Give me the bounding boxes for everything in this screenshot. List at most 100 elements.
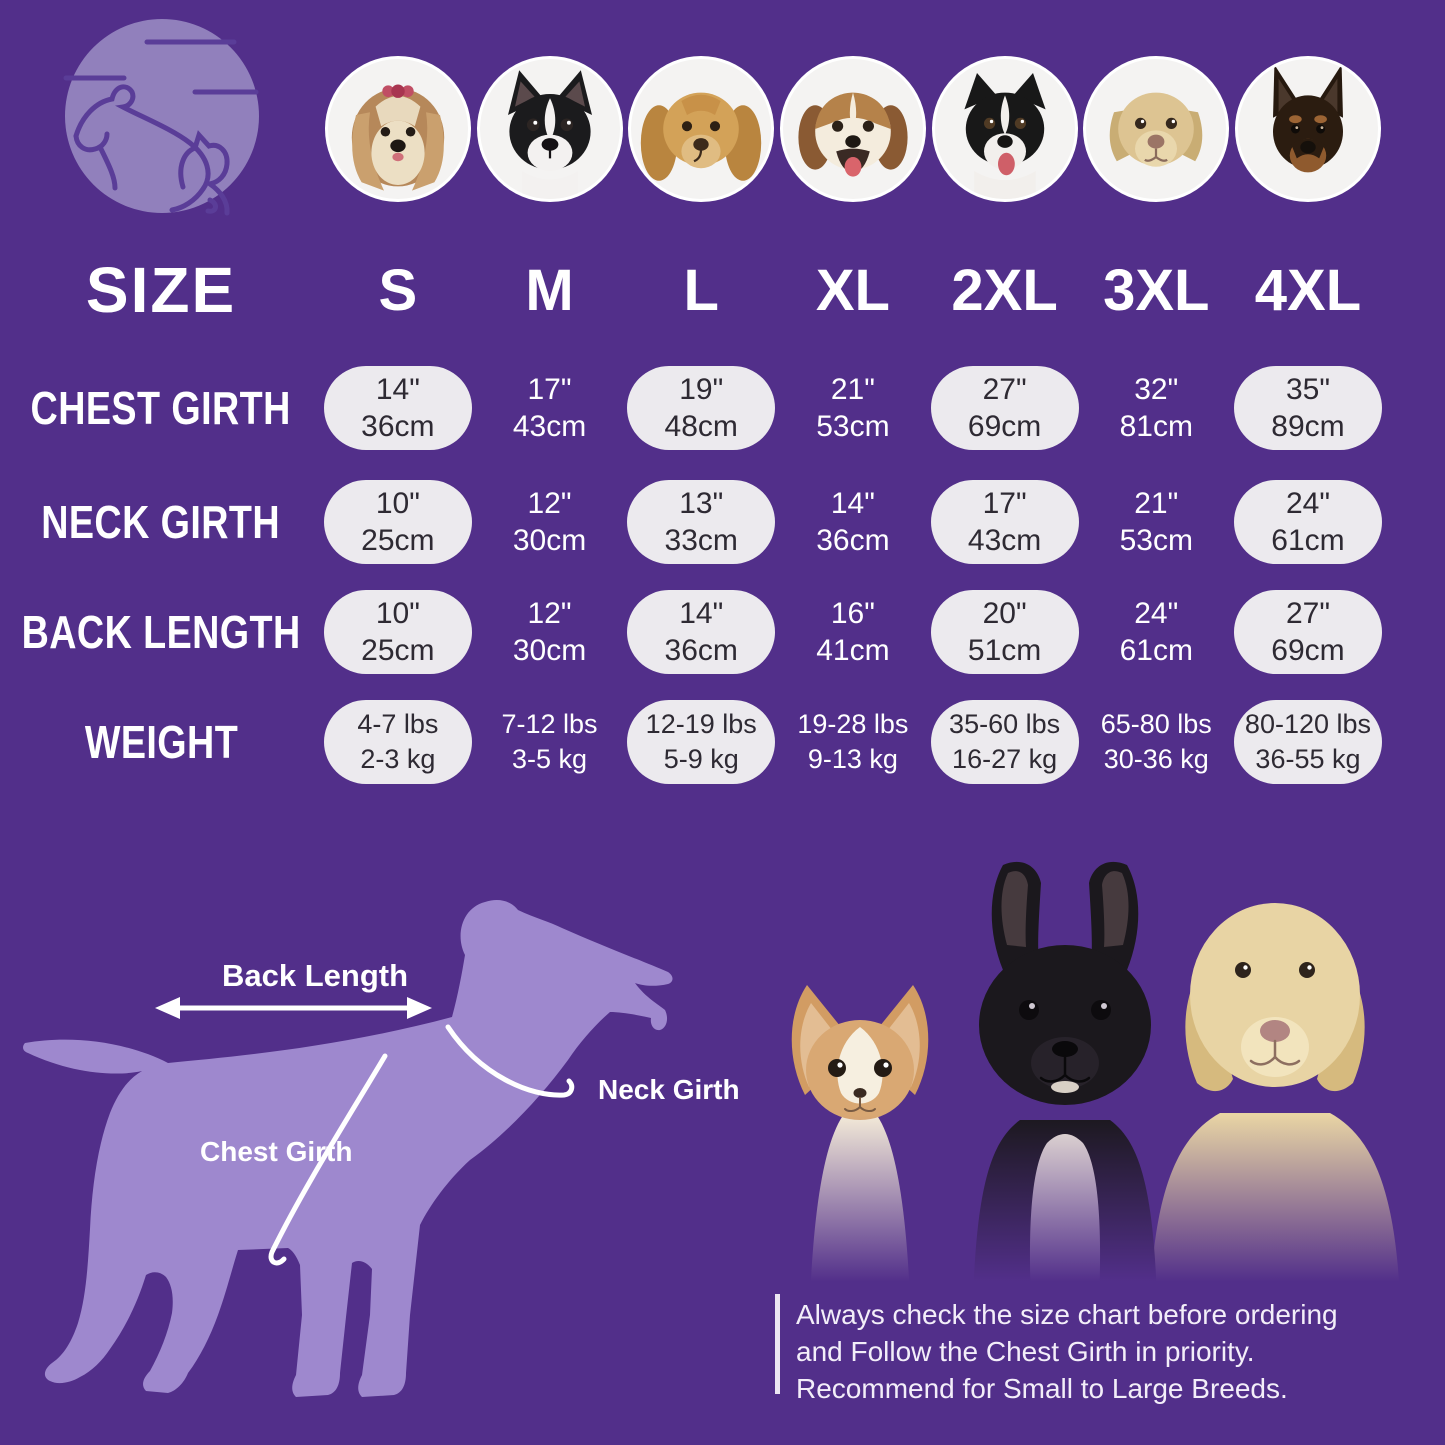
value-inches: 14" [375, 373, 420, 406]
breed-photo-beagle [777, 58, 929, 200]
value-cm: 81cm [1119, 410, 1193, 443]
value-cm: 9-13 kg [807, 744, 898, 774]
value-inches: 65-80 lbs [1100, 709, 1212, 739]
value-inches: 27" [1285, 597, 1330, 630]
value-cm: 69cm [967, 410, 1042, 443]
size-value: 17" 43cm [513, 371, 586, 445]
size-value: 10" 25cm [323, 590, 472, 674]
value-inches: 16" [830, 597, 875, 630]
value-inches: 35" [1285, 373, 1330, 406]
table-cell: 32" 81cm [1080, 366, 1232, 450]
size-value: 24" 61cm [1120, 595, 1193, 669]
table-cell: 24" 61cm [1232, 480, 1384, 564]
size-value: 27" 69cm [930, 366, 1079, 450]
size-value: 80-120 lbs 36-55 kg [1233, 700, 1382, 784]
size-value: 21" 53cm [1120, 485, 1193, 559]
table-row: CHEST GIRTH 14" 36cm 17" 43cm 19" 48cm 21" 53cm 2… [0, 366, 1445, 450]
value-inches: 24" [1134, 597, 1179, 630]
value-cm: 5-9 kg [663, 744, 739, 774]
value-cm: 36cm [664, 634, 738, 667]
table-row: WEIGHT 4-7 lbs 2-3 kg 7-12 lbs 3-5 kg 12-19 l… [0, 700, 1445, 784]
size-value: 14" 36cm [627, 590, 776, 674]
value-inches: 14" [679, 597, 724, 630]
table-cell: 14" 36cm [625, 590, 777, 674]
size-value: 16" 41cm [816, 595, 889, 669]
note-text: Always check the size chart before order… [796, 1299, 1338, 1330]
size-value: 14" 36cm [816, 485, 889, 559]
value-inches: 17" [982, 487, 1027, 520]
table-cell: 10" 25cm [322, 480, 474, 564]
row-label-text: CHEST GIRTH [30, 382, 292, 434]
value-inches: 32" [1134, 373, 1179, 406]
size-value: 13" 33cm [627, 480, 776, 564]
value-cm: 53cm [816, 410, 890, 443]
value-inches: 24" [1285, 487, 1330, 520]
size-header-M: M [525, 257, 574, 323]
value-cm: 48cm [664, 410, 738, 443]
value-cm: 30cm [512, 634, 587, 667]
table-cell: 19" 48cm [625, 366, 777, 450]
labrador-photo-icon [1086, 59, 1227, 199]
value-cm: 30cm [512, 524, 587, 557]
value-cm: 36-55 kg [1255, 744, 1361, 774]
cocker-spaniel-photo-icon [631, 59, 772, 199]
breed-photo-labrador [1080, 58, 1232, 200]
value-inches: 19" [679, 373, 724, 406]
value-cm: 43cm [512, 410, 587, 443]
note-text: Recommend for Small to Large Breeds. [796, 1373, 1288, 1404]
size-header-row: SIZE S M L XL 2XL 3XL 4XL [0, 246, 1445, 334]
value-cm: 51cm [967, 634, 1042, 667]
value-inches: 80-120 lbs [1244, 709, 1372, 739]
value-inches: 7-12 lbs [501, 709, 598, 739]
size-value: 12" 30cm [513, 485, 586, 559]
boston-terrier-photo-icon [479, 59, 620, 199]
row-label-text: WEIGHT [84, 716, 238, 768]
table-cell: 21" 53cm [777, 366, 929, 450]
note-accent-bar [775, 1294, 780, 1394]
doberman-photo-icon [1237, 59, 1378, 199]
size-column-title: SIZE [85, 254, 237, 326]
beagle-photo-icon [782, 59, 923, 199]
value-inches: 21" [830, 373, 875, 406]
chest-girth-label: Chest Girth [200, 1136, 353, 1167]
size-value: 7-12 lbs 3-5 kg [502, 707, 598, 777]
value-cm: 2-3 kg [360, 744, 436, 774]
value-cm: 33cm [664, 524, 738, 557]
value-cm: 30-36 kg [1103, 744, 1209, 774]
table-cell: 12" 30cm [474, 480, 626, 564]
table-cell: 12" 30cm [474, 590, 626, 674]
row-label: CHEST GIRTH [0, 366, 322, 450]
value-inches: 20" [982, 597, 1027, 630]
row-label: WEIGHT [0, 700, 322, 784]
value-inches: 10" [375, 487, 420, 520]
size-header-4XL: 4XL [1254, 257, 1362, 323]
row-label: NECK GIRTH [0, 480, 322, 564]
table-cell: 17" 43cm [474, 366, 626, 450]
neck-girth-label: Neck Girth [598, 1074, 740, 1105]
breed-photo-border-collie [929, 58, 1081, 200]
value-cm: 53cm [1119, 524, 1193, 557]
size-header-L: L [683, 257, 719, 323]
dog-cat-logo-icon [63, 19, 259, 216]
table-cell: 12-19 lbs 5-9 kg [625, 700, 777, 784]
value-inches: 4-7 lbs [357, 709, 439, 739]
value-inches: 10" [375, 597, 420, 630]
table-cell: 65-80 lbs 30-36 kg [1080, 700, 1232, 784]
table-cell: 16" 41cm [777, 590, 929, 674]
breed-photo-doberman [1232, 58, 1384, 200]
row-label-text: NECK GIRTH [41, 496, 281, 548]
value-cm: 36cm [816, 524, 890, 557]
value-inches: 12" [527, 597, 572, 630]
table-cell: 17" 43cm [929, 480, 1081, 564]
value-inches: 12" [527, 487, 572, 520]
back-length-label: Back Length [221, 958, 409, 993]
table-cell: 14" 36cm [322, 366, 474, 450]
value-cm: 25cm [361, 524, 435, 557]
size-value: 19" 48cm [627, 366, 776, 450]
size-value: 14" 36cm [323, 366, 472, 450]
chihuahua-french-bulldog-labrador-photo [735, 861, 1445, 1300]
size-header-S: S [378, 257, 418, 323]
size-value: 27" 69cm [1233, 590, 1382, 674]
table-cell: 21" 53cm [1080, 480, 1232, 564]
size-header-2XL: 2XL [951, 257, 1058, 323]
